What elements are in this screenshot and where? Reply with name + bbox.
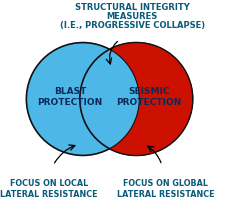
Text: (I.E., PROGRESSIVE COLLAPSE): (I.E., PROGRESSIVE COLLAPSE) (60, 21, 205, 30)
Text: FOCUS ON GLOBAL
LATERAL RESISTANCE: FOCUS ON GLOBAL LATERAL RESISTANCE (117, 179, 215, 198)
Text: FOCUS ON LOCAL
LATERAL RESISTANCE: FOCUS ON LOCAL LATERAL RESISTANCE (0, 179, 98, 198)
Polygon shape (110, 43, 193, 155)
Text: STRUCTURAL INTEGRITY: STRUCTURAL INTEGRITY (75, 3, 190, 12)
Text: MEASURES: MEASURES (107, 12, 158, 21)
Text: SEISMIC
PROTECTION: SEISMIC PROTECTION (117, 87, 182, 108)
Circle shape (26, 43, 139, 155)
Text: BLAST
PROTECTION: BLAST PROTECTION (37, 87, 103, 108)
Circle shape (80, 43, 193, 155)
